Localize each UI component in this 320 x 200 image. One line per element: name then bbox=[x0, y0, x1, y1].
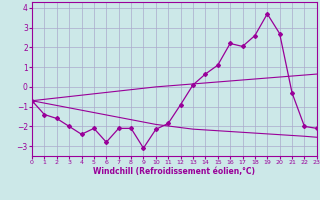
X-axis label: Windchill (Refroidissement éolien,°C): Windchill (Refroidissement éolien,°C) bbox=[93, 167, 255, 176]
